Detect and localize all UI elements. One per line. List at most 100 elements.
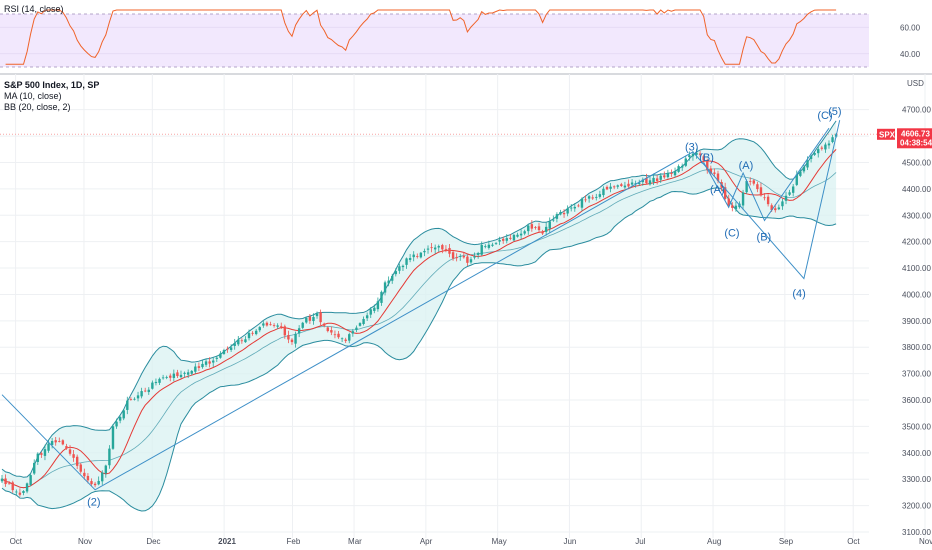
candle — [809, 153, 813, 163]
candle — [244, 336, 247, 343]
candle — [469, 256, 473, 264]
candle — [609, 183, 612, 193]
bollinger-upper-line — [1, 120, 837, 478]
price-tag-box — [897, 128, 932, 149]
candlestick-series — [0, 133, 838, 497]
candle — [405, 257, 408, 269]
moving-average-line — [1, 149, 837, 489]
candle — [695, 148, 698, 159]
time-tick-label: Nov — [919, 537, 932, 546]
candle — [72, 450, 75, 462]
wave-label: (2) — [87, 497, 100, 509]
price-tick-label: 3900.00 — [902, 317, 931, 326]
time-tick-label: Aug — [707, 537, 721, 546]
candle — [555, 212, 559, 223]
indicator-bb-label[interactable]: BB (20, close, 2) — [4, 102, 71, 112]
candle — [630, 179, 634, 187]
candle — [22, 490, 25, 496]
candle — [459, 253, 462, 261]
rsi-band — [0, 14, 869, 67]
candle — [272, 323, 276, 328]
candle — [29, 474, 32, 487]
candle — [208, 357, 211, 368]
candle — [684, 156, 687, 168]
candle — [305, 316, 308, 324]
time-axis[interactable]: Oct Nov Dec 2021 Feb Mar Apr May Jun Jul Aug Sep Oct… — [10, 537, 932, 546]
candle — [702, 154, 705, 164]
candle — [709, 165, 713, 175]
rsi-line — [5, 9, 837, 65]
candle — [25, 482, 29, 494]
candle — [276, 323, 279, 330]
candle — [727, 194, 730, 208]
candle — [373, 304, 376, 314]
candle — [663, 171, 666, 179]
candle — [598, 190, 602, 199]
candle — [566, 205, 569, 217]
candle — [781, 198, 784, 210]
candle — [620, 182, 623, 187]
candle — [791, 184, 795, 197]
candle — [494, 242, 498, 246]
candle — [387, 276, 390, 287]
candle — [559, 209, 562, 216]
candle — [673, 167, 677, 178]
candle — [97, 476, 100, 486]
candle — [512, 233, 516, 242]
time-tick-label: Oct — [10, 537, 23, 546]
elliott-wave-line — [1, 120, 841, 491]
price-tick-label: 4100.00 — [902, 264, 931, 273]
candle — [595, 193, 598, 201]
candle — [788, 189, 791, 197]
candle — [462, 252, 466, 259]
candle — [351, 328, 355, 337]
candle — [820, 145, 824, 151]
candle — [766, 194, 770, 207]
price-tick-label: 4300.00 — [902, 211, 931, 220]
candle — [158, 377, 161, 386]
bollinger-basis-line — [1, 168, 837, 489]
candle — [534, 225, 537, 230]
candle — [362, 316, 365, 326]
indicator-ma-label[interactable]: MA (10, close) — [4, 91, 62, 101]
candle — [237, 336, 240, 347]
candle — [466, 255, 469, 267]
candle — [498, 236, 501, 246]
candle — [394, 268, 397, 277]
candle — [527, 223, 530, 235]
candle — [258, 326, 261, 333]
candle — [519, 229, 523, 240]
candle — [666, 169, 670, 179]
candle — [795, 170, 798, 187]
price-tick-label: 3100.00 — [902, 528, 931, 537]
price-axis[interactable]: 4700.004600.004500.004400.004300.004200.… — [902, 106, 931, 537]
candle — [616, 184, 619, 189]
candle — [741, 189, 745, 210]
candle — [605, 185, 609, 191]
candle — [65, 443, 68, 450]
last-price-tag: SPX 4606.73 04:38:54 — [877, 128, 932, 149]
price-tick-label: 3600.00 — [902, 396, 931, 405]
candle — [283, 324, 287, 339]
candle — [706, 158, 709, 174]
candle — [480, 241, 483, 256]
candle — [591, 194, 594, 200]
candle — [15, 489, 18, 495]
rsi-grid — [0, 26, 869, 55]
candle — [133, 397, 136, 401]
time-tick-label: Mar — [348, 537, 362, 546]
candle — [548, 217, 551, 233]
currency-label: USD — [907, 79, 924, 88]
time-tick-label: Oct — [847, 537, 860, 546]
candle — [122, 408, 125, 421]
candle — [627, 179, 630, 188]
candle — [201, 360, 204, 369]
time-tick-label: Feb — [287, 537, 301, 546]
candle — [763, 192, 766, 201]
candle — [226, 346, 229, 353]
candle — [219, 351, 222, 359]
candle — [179, 370, 183, 379]
time-tick-label: Jun — [563, 537, 576, 546]
candle — [7, 481, 11, 485]
candle — [240, 338, 244, 344]
